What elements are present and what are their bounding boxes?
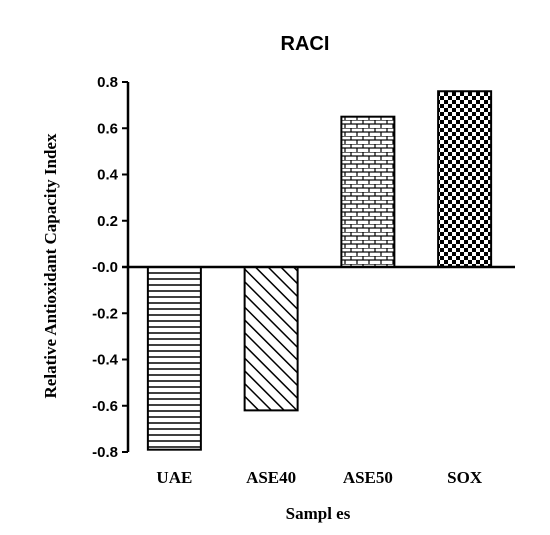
x-axis-categories: UAE ASE40 ASE50 SOX: [156, 468, 482, 487]
chart-title: RACI: [281, 33, 330, 55]
y-tick-label: 0.6: [97, 120, 118, 137]
x-category-label: SOX: [447, 468, 483, 487]
y-tick-label: 0.4: [97, 167, 119, 184]
y-tick-label: 0.8: [97, 74, 118, 91]
x-category-label: ASE50: [343, 468, 393, 487]
y-axis-title: Relative Antioxidant Capacity Index: [41, 133, 60, 398]
y-tick-label: -0.0: [92, 259, 118, 276]
x-axis-title: Sampl es: [286, 504, 351, 523]
bar-ase50: [340, 115, 396, 268]
y-tick-label: -0.8: [92, 444, 118, 461]
y-axis-ticks: 0.8 0.6 0.4 0.2 -0.0 -0.2 -0.4 -0.6 -0.8: [92, 74, 128, 461]
bar-uae: [146, 266, 202, 451]
bar-ase40: [243, 266, 299, 412]
y-tick-label: 0.2: [97, 213, 118, 230]
bar-sox: [437, 90, 493, 268]
y-tick-label: -0.4: [92, 352, 119, 369]
x-category-label: UAE: [156, 468, 192, 487]
bars: [146, 90, 493, 451]
y-tick-label: -0.2: [92, 305, 118, 322]
x-category-label: ASE40: [246, 468, 296, 487]
y-tick-label: -0.6: [92, 398, 118, 415]
